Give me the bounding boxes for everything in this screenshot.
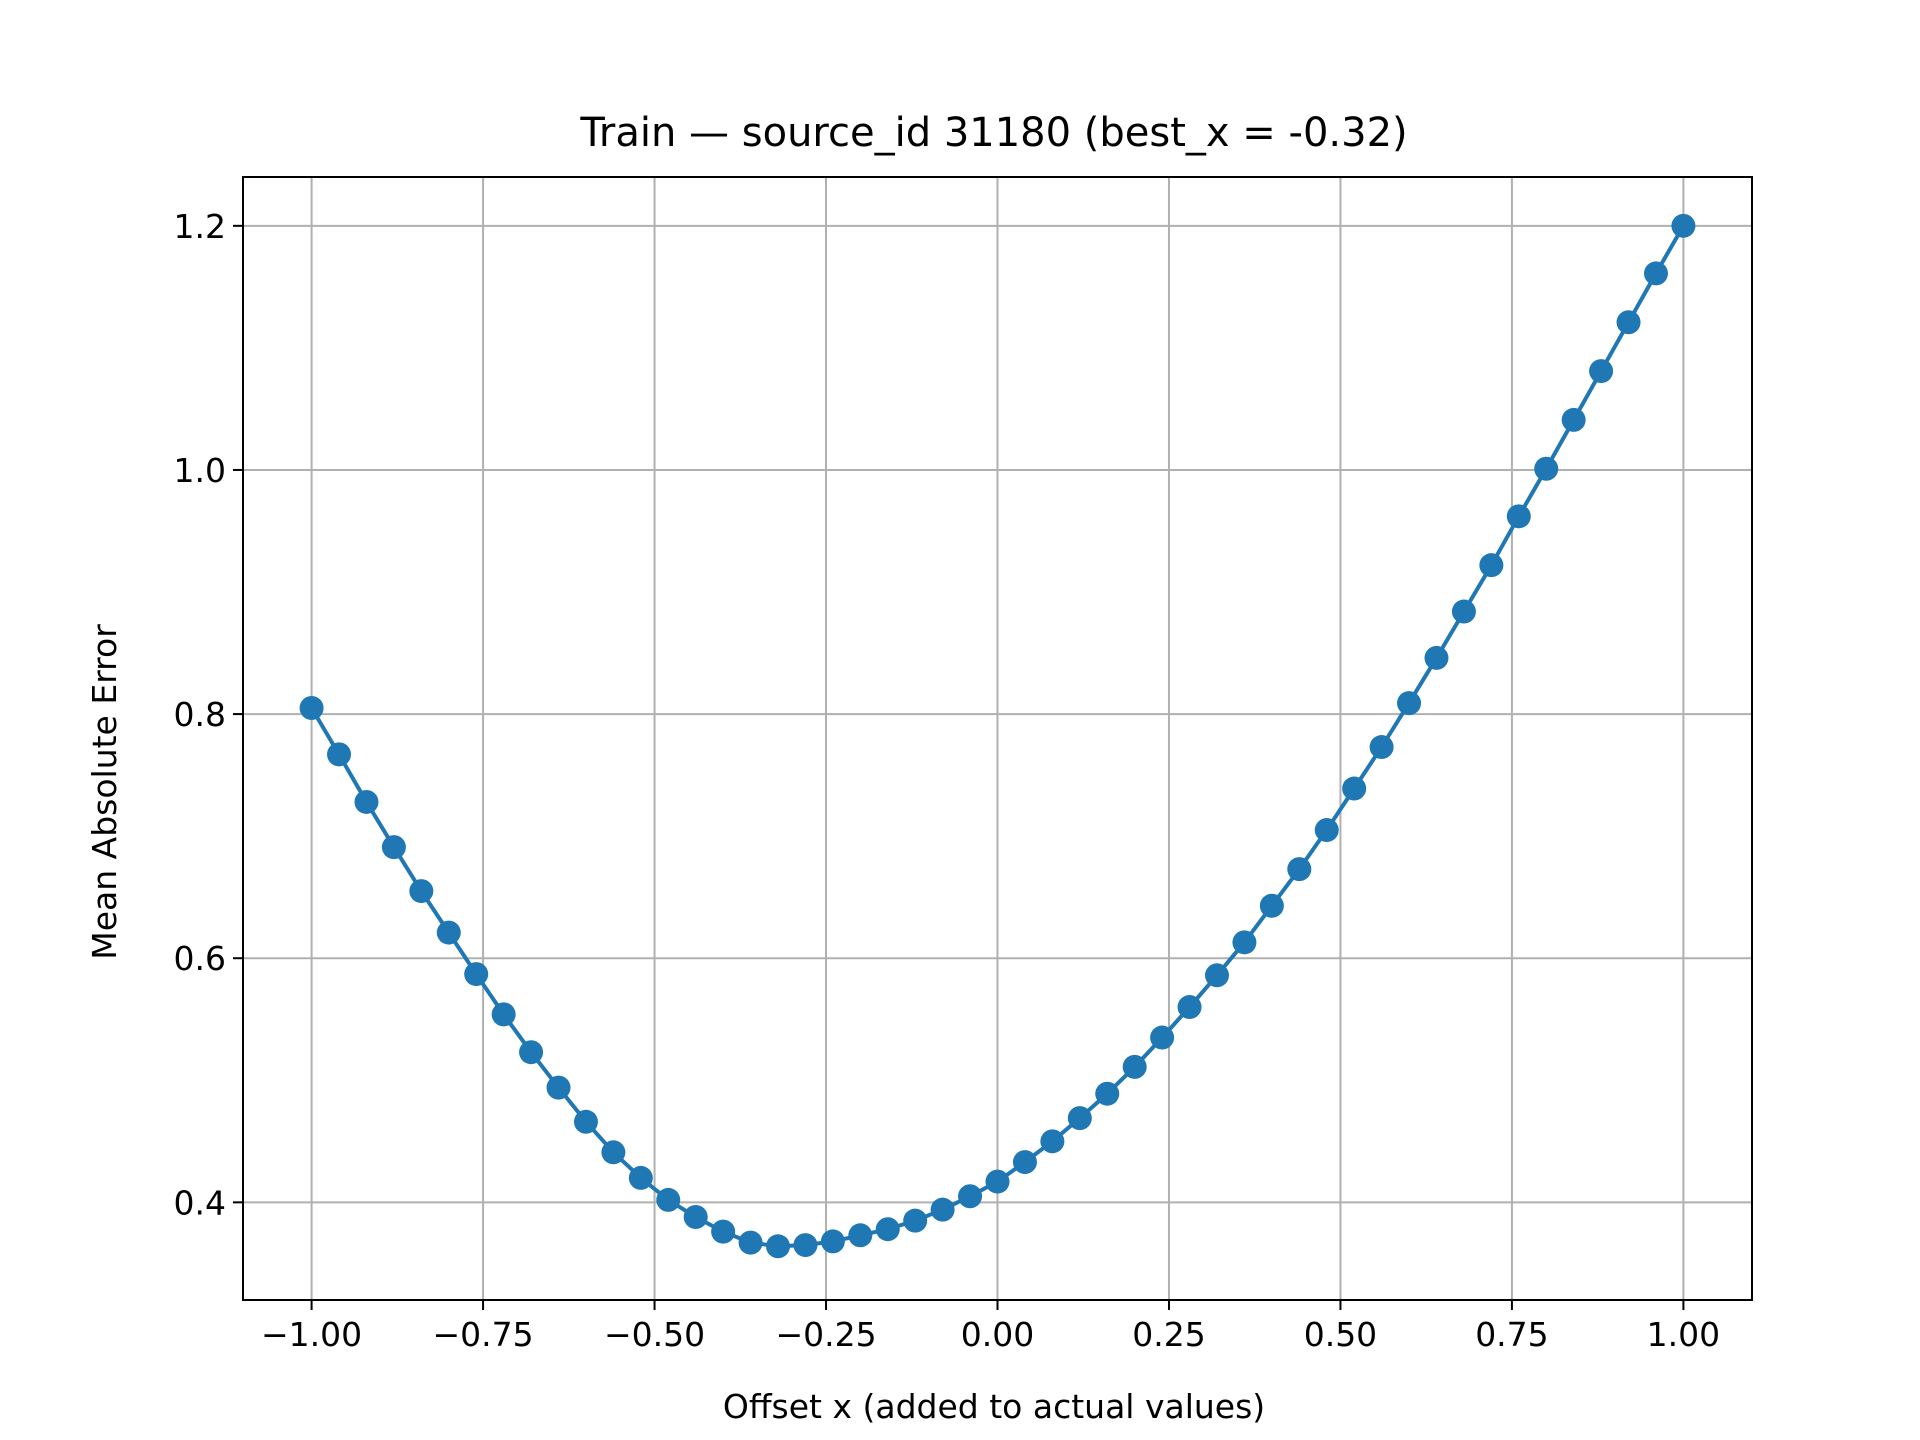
data-point <box>1589 359 1614 384</box>
y-tick-label: 0.6 <box>174 939 226 978</box>
y-tick-label: 0.4 <box>174 1183 226 1222</box>
y-tick-label: 1.2 <box>174 207 226 246</box>
data-point <box>1177 995 1202 1020</box>
y-tick-label: 1.0 <box>174 451 226 490</box>
data-point <box>738 1230 763 1255</box>
data-point <box>299 695 324 720</box>
data-point <box>327 742 352 767</box>
data-point <box>546 1075 571 1100</box>
data-point <box>573 1109 598 1134</box>
data-point <box>1506 504 1531 529</box>
data-point <box>1479 553 1504 578</box>
series-group <box>299 213 1696 1259</box>
y-tick-label: 0.8 <box>174 695 226 734</box>
data-point <box>656 1187 681 1212</box>
data-point <box>381 835 406 860</box>
chart-title: Train — source_id 31180 (best_x = -0.32) <box>579 110 1407 156</box>
data-point <box>1451 599 1476 624</box>
data-point <box>1232 930 1257 955</box>
x-tick-label: 0.75 <box>1475 1315 1548 1354</box>
y-axis: 0.4 0.6 0.8 1.0 1.2 <box>174 207 243 1222</box>
x-tick-label: −0.25 <box>775 1315 876 1354</box>
grid <box>243 177 1752 1300</box>
data-point <box>409 879 434 904</box>
data-point <box>1287 857 1312 882</box>
data-point <box>601 1140 626 1165</box>
data-point <box>766 1234 791 1259</box>
data-point <box>793 1233 818 1258</box>
data-point <box>985 1169 1010 1194</box>
data-point <box>1150 1025 1175 1050</box>
data-point <box>848 1223 873 1248</box>
y-axis-title: Mean Absolute Error <box>85 624 124 960</box>
data-point <box>1095 1081 1120 1106</box>
data-point <box>1671 213 1696 238</box>
data-point <box>903 1208 928 1233</box>
data-point <box>1342 776 1367 801</box>
data-point <box>1040 1129 1065 1154</box>
data-point <box>354 789 379 814</box>
data-point <box>436 920 461 945</box>
x-axis-title: Offset x (added to actual values) <box>723 1387 1265 1426</box>
x-tick-label: 1.00 <box>1647 1315 1720 1354</box>
data-point <box>683 1204 708 1229</box>
data-point <box>1616 310 1641 335</box>
data-point <box>711 1219 736 1244</box>
data-point <box>628 1165 653 1190</box>
data-point <box>930 1197 955 1222</box>
data-point <box>519 1040 544 1065</box>
x-tick-label: −0.75 <box>432 1315 533 1354</box>
data-point <box>820 1229 845 1254</box>
data-point <box>1534 456 1559 481</box>
data-point <box>1012 1150 1037 1175</box>
x-axis: −1.00 −0.75 −0.50 −0.25 0.00 0.25 0.50 0.75 1.00 <box>261 1300 1720 1354</box>
x-tick-label: 0.25 <box>1132 1315 1205 1354</box>
data-point <box>1259 893 1284 918</box>
data-point <box>1561 407 1586 432</box>
x-tick-label: −0.50 <box>604 1315 705 1354</box>
data-point <box>1424 645 1449 670</box>
data-point <box>1204 963 1229 988</box>
data-point <box>491 1002 516 1027</box>
x-tick-label: 0.00 <box>961 1315 1034 1354</box>
x-tick-label: −1.00 <box>261 1315 362 1354</box>
data-point <box>1314 818 1339 843</box>
data-point <box>1369 735 1394 760</box>
data-point <box>1122 1054 1147 1079</box>
data-point <box>1397 691 1422 716</box>
x-tick-label: 0.50 <box>1304 1315 1377 1354</box>
data-point <box>464 962 489 987</box>
data-point <box>1067 1106 1092 1131</box>
data-point <box>958 1184 983 1209</box>
data-point <box>875 1217 900 1242</box>
data-point <box>1643 261 1668 286</box>
